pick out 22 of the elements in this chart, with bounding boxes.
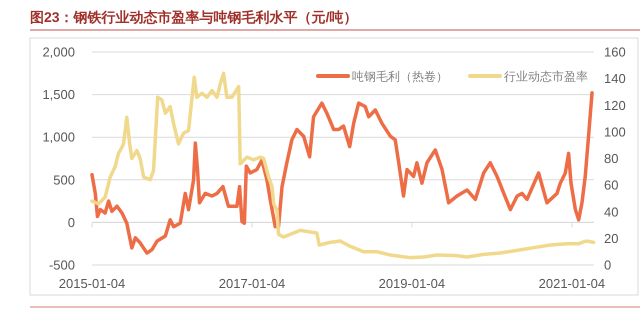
xtick: 2021-01-04: [538, 276, 606, 291]
y2tick: 120: [604, 98, 626, 113]
ytick: 0: [68, 214, 75, 230]
y2tick: 160: [604, 44, 626, 60]
y2tick: 0: [604, 258, 612, 272]
y2tick: 40: [604, 204, 618, 220]
title: 图23：钢铁行业动态市盈率与吨钢毛利水平（元/吨）: [30, 9, 358, 25]
y2tick: 100: [604, 124, 626, 140]
legend-label: 行业动态市盈率: [504, 70, 588, 84]
xtick: 2015-01-04: [58, 276, 126, 291]
ytick: 500: [53, 172, 75, 188]
ytick: -500: [48, 258, 75, 272]
xtick: 2017-01-04: [218, 276, 286, 291]
y2tick: 80: [604, 151, 618, 166]
ytick: 2,000: [42, 44, 75, 60]
y2tick: 140: [604, 71, 626, 86]
y2tick: 20: [604, 230, 618, 246]
y2tick: 60: [604, 178, 618, 193]
legend-label: 吨钢毛利（热卷）: [352, 70, 448, 84]
ytick: 1,000: [42, 130, 75, 145]
xtick: 2019-01-04: [378, 276, 446, 291]
ytick: 1,500: [42, 87, 75, 102]
